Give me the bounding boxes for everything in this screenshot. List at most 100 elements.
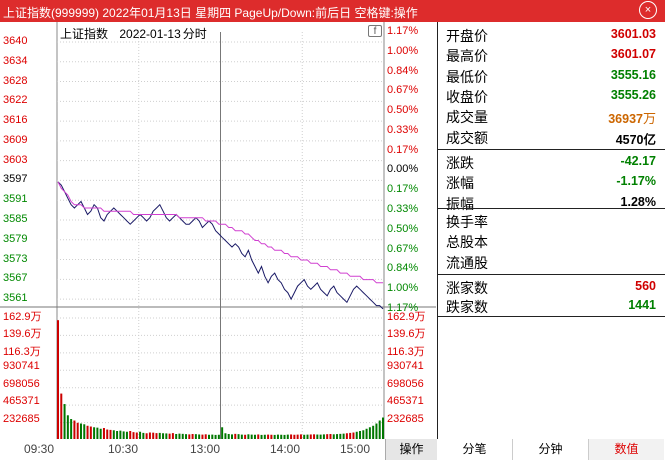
operate-button[interactable]: 操作 bbox=[385, 439, 437, 460]
price-tick-label: 3591 bbox=[3, 193, 28, 206]
bottom-tabs: 分笔 分钟 数值 bbox=[437, 439, 665, 460]
percent-tick-label: 0.50% bbox=[387, 104, 419, 117]
volume-tick-label: 139.6万 bbox=[3, 328, 42, 341]
price-tick-label: 3585 bbox=[3, 212, 28, 225]
quote-value: 560 bbox=[635, 279, 656, 293]
divider bbox=[438, 274, 665, 275]
price-tick-label: 3634 bbox=[3, 54, 28, 67]
percent-tick-label: 0.17% bbox=[387, 143, 419, 156]
quote-value: 3555.16 bbox=[610, 67, 656, 82]
quote-row: 涨家数 560 bbox=[446, 278, 658, 296]
price-tick-label: 3567 bbox=[3, 272, 28, 285]
quote-row: 总股本 bbox=[446, 232, 658, 250]
divider bbox=[438, 208, 665, 209]
volume-tick-label: 930741 bbox=[3, 360, 40, 373]
price-tick-label: 3622 bbox=[3, 94, 28, 107]
quote-row: 最高价 3601.07 bbox=[446, 46, 658, 64]
quote-value: -42.17 bbox=[620, 154, 656, 168]
volume-tick-label: 162.9万 bbox=[387, 311, 426, 323]
quote-value: 36937万 bbox=[608, 111, 656, 127]
volume-tick-label: 139.6万 bbox=[387, 328, 426, 341]
volume-tick-label: 162.9万 bbox=[3, 311, 42, 323]
quote-value: 4570亿 bbox=[615, 132, 656, 147]
quote-panel: 开盘价 3601.03 最高价 3601.07 最低价 3555.16 收盘价 3555.26… bbox=[437, 22, 665, 439]
price-tick-label: 3597 bbox=[3, 173, 28, 186]
quote-row: 跌家数 1441 bbox=[446, 297, 658, 315]
volume-tick-label: 698056 bbox=[3, 377, 40, 390]
divider bbox=[438, 149, 665, 150]
quote-row: 收盘价 3555.26 bbox=[446, 87, 658, 105]
quote-row: 成交量 36937万 bbox=[446, 107, 658, 127]
percent-tick-label: 0.67% bbox=[387, 242, 419, 255]
volume-tick-label: 698056 bbox=[387, 377, 424, 390]
tab-minute[interactable]: 分钟 bbox=[513, 439, 589, 460]
time-label: 15:00 bbox=[340, 442, 371, 456]
time-axis: 09:30 10:30 13:00 14:00 15:00 操作 bbox=[0, 439, 437, 460]
time-label: 13:00 bbox=[190, 442, 221, 456]
price-tick-label: 3561 bbox=[3, 292, 28, 305]
quote-value: 1.28% bbox=[620, 194, 656, 209]
caption-name: 上证指数 bbox=[60, 27, 109, 41]
quote-label: 最低价 bbox=[446, 68, 488, 85]
price-tick-label: 3579 bbox=[3, 232, 28, 245]
quote-value: -1.17% bbox=[616, 174, 656, 189]
tab-ticks[interactable]: 分笔 bbox=[437, 439, 513, 460]
percent-tick-label: 1.00% bbox=[387, 44, 419, 57]
volume-tick-label: 116.3万 bbox=[3, 345, 41, 358]
chart-area[interactable]: 上证指数 2022-01-13 分时 f 3640 3634 3628 3622 3616… bbox=[0, 22, 436, 439]
percent-tick-label: 0.50% bbox=[387, 222, 419, 235]
percent-tick-label: 0.67% bbox=[387, 84, 419, 97]
percent-tick-label: 1.17% bbox=[387, 25, 419, 37]
price-tick-label: 3603 bbox=[3, 153, 28, 166]
quote-row: 开盘价 3601.03 bbox=[446, 26, 658, 44]
percent-tick-label: 0.33% bbox=[387, 202, 419, 215]
percent-tick-label: 0.33% bbox=[387, 123, 419, 136]
quote-row: 涨幅 -1.17% bbox=[446, 173, 658, 191]
quote-row: 换手率 bbox=[446, 212, 658, 230]
price-line bbox=[57, 181, 384, 310]
quote-label: 涨幅 bbox=[446, 175, 474, 192]
volume-tick-label: 232685 bbox=[387, 412, 424, 425]
time-label: 10:30 bbox=[108, 442, 139, 456]
quote-label: 涨家数 bbox=[446, 280, 488, 296]
quote-unit: 万 bbox=[642, 111, 656, 127]
quote-label: 振幅 bbox=[446, 195, 474, 212]
price-tick-label: 3573 bbox=[3, 252, 28, 265]
price-tick-label: 3609 bbox=[3, 133, 28, 146]
quote-row: 最低价 3555.16 bbox=[446, 67, 658, 85]
chart-toggle-icon[interactable]: f bbox=[368, 25, 382, 37]
quote-label: 成交额 bbox=[446, 129, 488, 146]
average-line bbox=[57, 181, 383, 284]
title-bar: 上证指数(999999) 2022年01月13日 星期四 PageUp/Down… bbox=[0, 0, 665, 22]
price-tick-label: 3640 bbox=[3, 35, 28, 47]
time-label: 14:00 bbox=[270, 442, 301, 456]
quote-label: 成交量 bbox=[446, 109, 488, 126]
volume-tick-label: 465371 bbox=[3, 395, 40, 408]
quote-label: 换手率 bbox=[446, 214, 488, 230]
quote-label: 最高价 bbox=[446, 48, 488, 65]
quote-value: 3601.03 bbox=[610, 27, 656, 41]
price-tick-label: 3628 bbox=[3, 74, 28, 87]
quote-label: 流通股 bbox=[446, 254, 488, 271]
quote-value: 3555.26 bbox=[610, 87, 656, 102]
quote-value: 3601.07 bbox=[610, 47, 656, 62]
percent-tick-label: 0.17% bbox=[387, 183, 419, 196]
quote-row: 成交额 4570亿 bbox=[446, 128, 658, 147]
quote-value: 1441 bbox=[628, 297, 656, 312]
price-tick-label: 3616 bbox=[3, 114, 28, 127]
quote-row: 振幅 1.28% bbox=[446, 194, 658, 212]
volume-tick-label: 116.3万 bbox=[387, 345, 425, 358]
quote-label: 收盘价 bbox=[446, 88, 488, 105]
volume-tick-label: 930741 bbox=[387, 360, 424, 373]
tab-values[interactable]: 数值 bbox=[589, 439, 664, 460]
close-icon[interactable]: × bbox=[639, 1, 657, 19]
percent-tick-label: 0.00% bbox=[387, 163, 419, 176]
quote-label: 跌家数 bbox=[446, 298, 488, 315]
volume-tick-label: 232685 bbox=[3, 412, 40, 425]
volume-tick-label: 465371 bbox=[387, 395, 424, 408]
time-label: 09:30 bbox=[24, 442, 55, 456]
intraday-chart[interactable] bbox=[0, 22, 436, 439]
quote-label: 总股本 bbox=[446, 234, 488, 251]
caption-date: 2022-01-13 bbox=[119, 27, 181, 41]
quote-label: 涨跌 bbox=[446, 155, 474, 171]
